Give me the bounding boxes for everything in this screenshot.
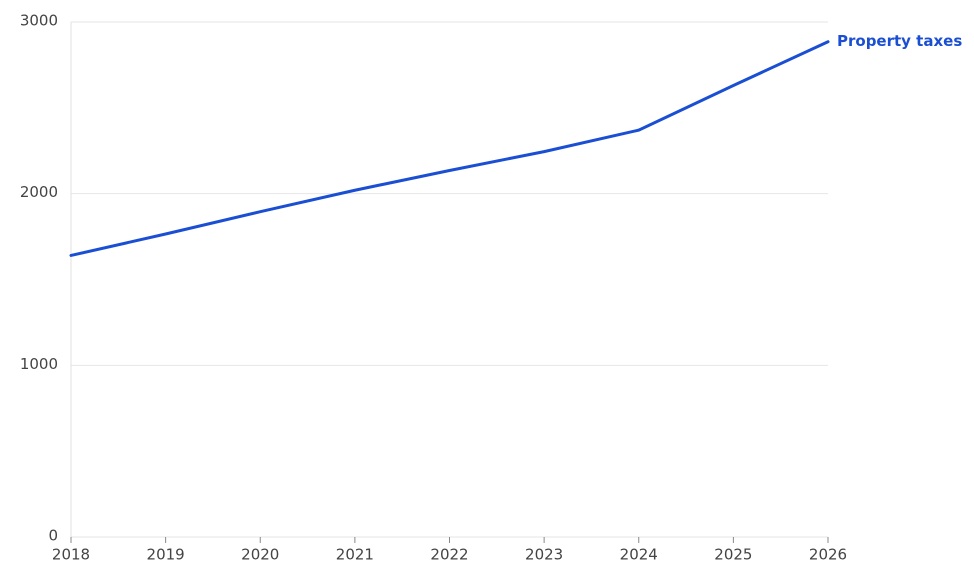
- x-tick-label: 2023: [525, 546, 563, 564]
- x-tick-label: 2019: [147, 546, 185, 564]
- x-tick-label: 2018: [52, 546, 90, 564]
- y-tick-label: 3000: [20, 12, 58, 30]
- x-tick-label: 2024: [620, 546, 658, 564]
- line: [69, 40, 830, 257]
- x-tick-label: 2026: [809, 546, 847, 564]
- y-tick-label: 1000: [20, 355, 58, 373]
- x-tick-label: 2022: [430, 546, 468, 564]
- y-tick-label: 2000: [20, 183, 58, 201]
- x-tick-label: 2020: [241, 546, 279, 564]
- x-tick-label: 2025: [714, 546, 752, 564]
- x-tick-label: 2021: [336, 546, 374, 564]
- series-label: Property taxes: [837, 32, 962, 50]
- y-tick-label: 0: [48, 527, 58, 545]
